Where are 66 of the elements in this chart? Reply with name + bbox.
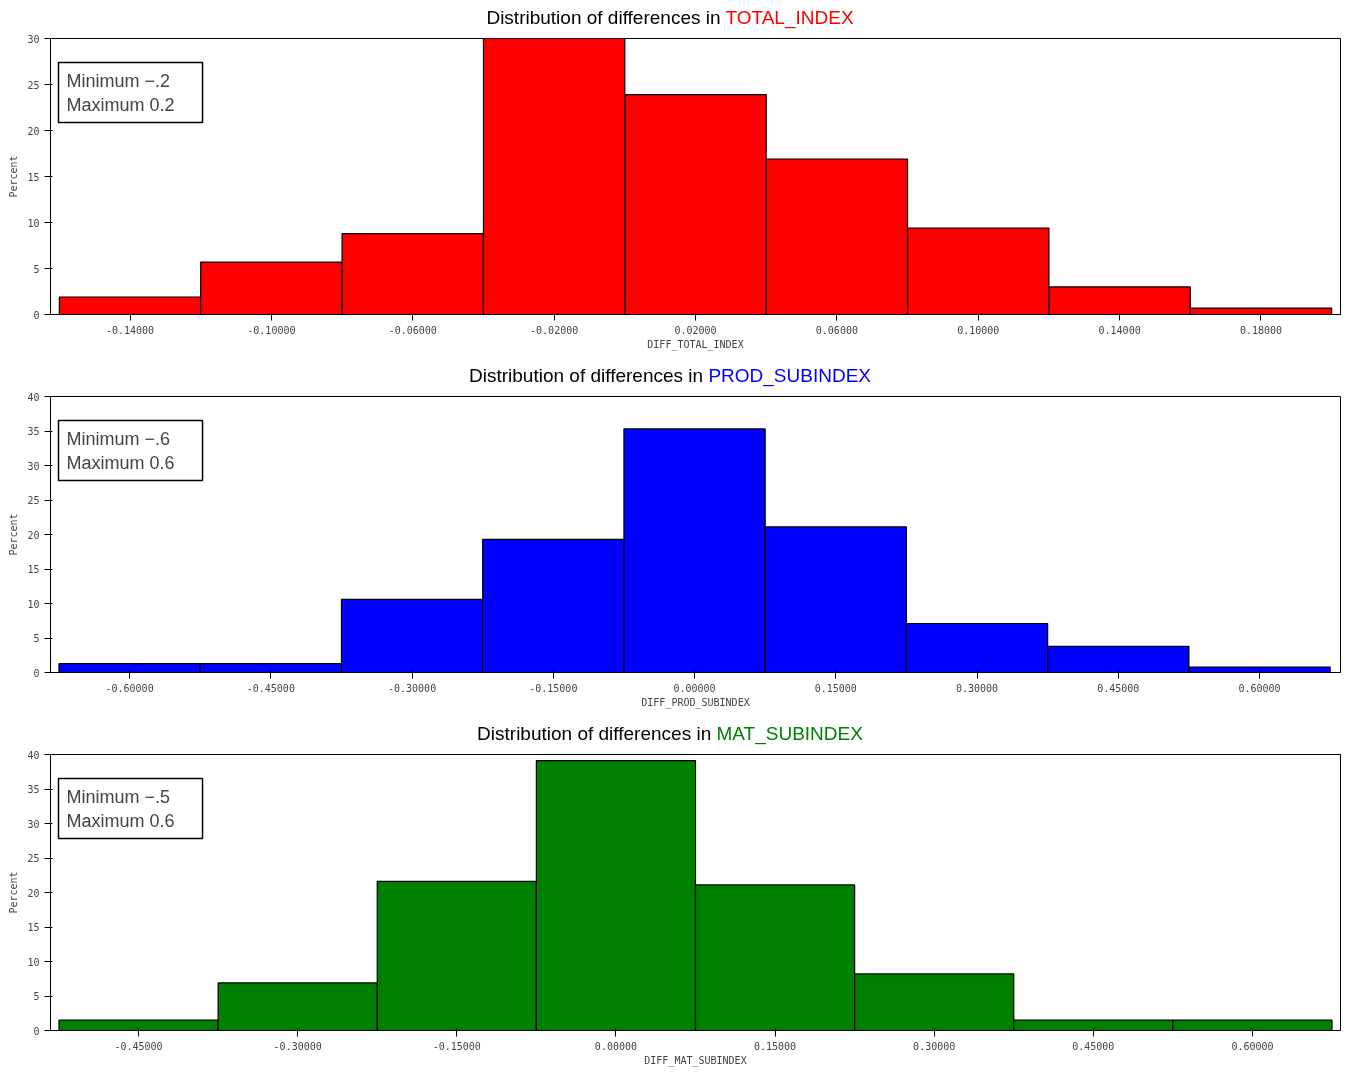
x-tick-label: 0.18000	[1239, 324, 1283, 336]
y-tick-label: 0	[33, 309, 40, 321]
y-tick-label: 30	[27, 818, 40, 830]
x-tick-label: 0.45000	[1072, 1040, 1115, 1052]
x-tick-label: -0.15000	[432, 1040, 481, 1052]
x-tick-label: 0.30000	[913, 1040, 956, 1052]
y-tick-label: 15	[27, 922, 40, 933]
y-tick-label: 30	[27, 33, 40, 45]
y-tick-label: 25	[27, 79, 40, 91]
y-tick-label: 0	[33, 667, 40, 679]
y-tick-label: 20	[27, 125, 40, 137]
x-tick-label: 0.06000	[815, 324, 858, 336]
x-tick-label: 0.60000	[1231, 1040, 1274, 1052]
x-tick-label: -0.02000	[530, 324, 579, 336]
y-tick-label: 10	[27, 217, 40, 229]
x-tick-label: 0.10000	[957, 324, 1000, 336]
x-tick-label: 0.00000	[673, 682, 716, 694]
x-tick-label: -0.45000	[246, 682, 295, 694]
x-tick-label: -0.45000	[114, 1040, 163, 1052]
y-tick-label: 10	[27, 956, 40, 968]
x-tick-label: -0.60000	[105, 682, 154, 694]
y-axis-title: Percent	[8, 871, 20, 914]
y-tick-label: 40	[27, 391, 40, 403]
y-tick-label: 35	[27, 426, 40, 437]
y-axis-title: Percent	[8, 513, 20, 556]
y-tick-label: 20	[27, 887, 40, 899]
y-tick-label: 5	[33, 263, 40, 275]
annotation: Maximum 0.6	[66, 810, 175, 831]
annotation: Maximum 0.2	[66, 94, 175, 115]
y-tick-label: 15	[27, 564, 40, 575]
x-tick-label: 0.00000	[594, 1040, 638, 1052]
x-tick-label: -0.10000	[247, 324, 296, 336]
x-tick-label: 0.30000	[955, 682, 999, 694]
annotation: Minimum −.5	[66, 786, 171, 807]
annotation: Minimum −.6	[66, 428, 171, 449]
y-tick-label: 30	[27, 460, 40, 472]
x-axis-title: DIFF_MAT_SUBINDEX	[644, 1054, 747, 1067]
x-tick-label: -0.14000	[105, 324, 155, 336]
y-tick-label: 10	[27, 598, 40, 610]
x-tick-label: 0.15000	[753, 1040, 797, 1052]
x-axis-title: DIFF_PROD_SUBINDEX	[641, 696, 750, 709]
y-tick-label: 5	[33, 991, 40, 1002]
annotation: Maximum 0.6	[66, 452, 175, 473]
x-tick-label: 0.14000	[1098, 324, 1141, 336]
y-tick-label: 35	[27, 784, 40, 795]
y-axis-title: Percent	[8, 155, 20, 198]
y-tick-label: 0	[33, 1025, 40, 1037]
x-tick-label: -0.06000	[388, 324, 437, 336]
y-tick-label: 20	[27, 529, 40, 541]
x-tick-label: -0.30000	[387, 682, 437, 694]
y-tick-label: 15	[27, 171, 40, 183]
x-tick-label: -0.15000	[529, 682, 578, 694]
y-tick-label: 25	[27, 495, 40, 506]
y-tick-label: 40	[27, 749, 40, 761]
x-axis-title: DIFF_TOTAL_INDEX	[647, 338, 744, 351]
y-tick-label: 5	[33, 633, 40, 644]
x-tick-label: 0.45000	[1097, 682, 1140, 694]
annotation: Minimum −.2	[66, 70, 171, 91]
x-tick-label: 0.15000	[814, 682, 857, 694]
chart-title: Distribution of differences in TOTAL_INDEX	[485, 6, 855, 31]
x-tick-label: 0.60000	[1238, 682, 1281, 694]
x-tick-label: -0.30000	[273, 1040, 322, 1052]
chart-title: Distribution of differences in PROD_SUBINDEX	[468, 364, 872, 389]
y-tick-label: 25	[27, 853, 40, 864]
x-tick-label: 0.02000	[674, 324, 717, 336]
chart-title: Distribution of differences in MAT_SUBINDEX	[476, 722, 864, 747]
